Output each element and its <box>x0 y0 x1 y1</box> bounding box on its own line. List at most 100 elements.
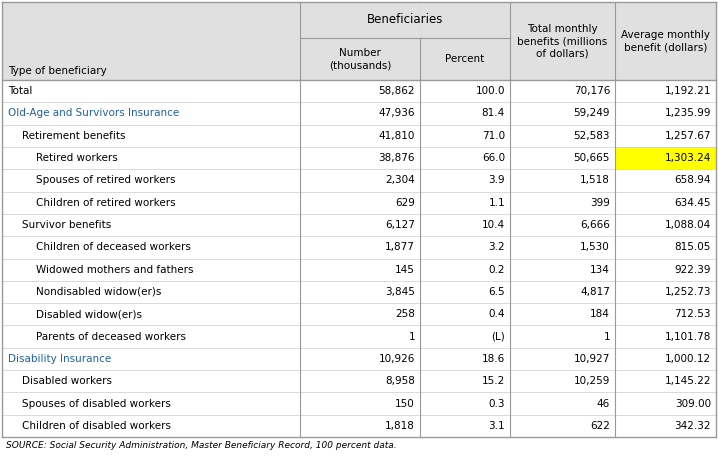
Text: 50,665: 50,665 <box>574 153 610 163</box>
Text: 15.2: 15.2 <box>482 376 505 386</box>
Text: 52,583: 52,583 <box>574 131 610 141</box>
Text: 10,926: 10,926 <box>378 354 415 364</box>
Text: 47,936: 47,936 <box>378 108 415 118</box>
Text: 100.0: 100.0 <box>475 86 505 96</box>
Text: 58,862: 58,862 <box>378 86 415 96</box>
Text: SOURCE: Social Security Administration, Master Beneficiary Record, 100 percent d: SOURCE: Social Security Administration, … <box>6 441 396 450</box>
Text: 1,000.12: 1,000.12 <box>665 354 711 364</box>
Text: 6,666: 6,666 <box>580 220 610 230</box>
Bar <box>2 124 716 147</box>
Text: 0.2: 0.2 <box>488 265 505 275</box>
Text: 1,192.21: 1,192.21 <box>664 86 711 96</box>
Text: 41,810: 41,810 <box>378 131 415 141</box>
Text: 1,145.22: 1,145.22 <box>664 376 711 386</box>
Text: Retired workers: Retired workers <box>36 153 118 163</box>
Text: Percent: Percent <box>445 54 485 64</box>
Text: 70,176: 70,176 <box>574 86 610 96</box>
Text: 1,235.99: 1,235.99 <box>664 108 711 118</box>
Text: 1,303.24: 1,303.24 <box>665 153 711 163</box>
Text: 634.45: 634.45 <box>674 198 711 208</box>
Text: 59,249: 59,249 <box>574 108 610 118</box>
Text: 712.53: 712.53 <box>674 309 711 319</box>
Text: 342.32: 342.32 <box>674 421 711 431</box>
Bar <box>2 259 716 281</box>
Text: 1.1: 1.1 <box>488 198 505 208</box>
Text: 0.4: 0.4 <box>488 309 505 319</box>
Text: 629: 629 <box>395 198 415 208</box>
Text: Nondisabled widow(er)s: Nondisabled widow(er)s <box>36 287 162 297</box>
Bar <box>2 348 716 370</box>
Text: Survivor benefits: Survivor benefits <box>22 220 111 230</box>
Text: 81.4: 81.4 <box>482 108 505 118</box>
Text: 658.94: 658.94 <box>674 175 711 185</box>
Text: 1,518: 1,518 <box>580 175 610 185</box>
Text: 6,127: 6,127 <box>385 220 415 230</box>
Text: Number
(thousands): Number (thousands) <box>329 48 391 70</box>
Text: 10,927: 10,927 <box>574 354 610 364</box>
Bar <box>2 281 716 303</box>
Text: 2,304: 2,304 <box>386 175 415 185</box>
Text: Spouses of disabled workers: Spouses of disabled workers <box>22 398 171 408</box>
Text: 1,088.04: 1,088.04 <box>665 220 711 230</box>
Bar <box>2 236 716 259</box>
Text: 1,877: 1,877 <box>385 242 415 252</box>
Text: Average monthly
benefit (dollars): Average monthly benefit (dollars) <box>621 30 710 52</box>
Bar <box>2 415 716 437</box>
Text: 8,958: 8,958 <box>385 376 415 386</box>
Text: 71.0: 71.0 <box>482 131 505 141</box>
Text: 3.2: 3.2 <box>488 242 505 252</box>
Text: Children of disabled workers: Children of disabled workers <box>22 421 171 431</box>
Text: 134: 134 <box>590 265 610 275</box>
Text: 6.5: 6.5 <box>488 287 505 297</box>
Text: 1,257.67: 1,257.67 <box>664 131 711 141</box>
Text: Total monthly
benefits (millions
of dollars): Total monthly benefits (millions of doll… <box>518 24 607 59</box>
Text: 18.6: 18.6 <box>482 354 505 364</box>
Text: Total: Total <box>8 86 32 96</box>
Text: Disabled workers: Disabled workers <box>22 376 112 386</box>
Text: Disabled widow(er)s: Disabled widow(er)s <box>36 309 142 319</box>
Text: 1,818: 1,818 <box>385 421 415 431</box>
Text: 150: 150 <box>395 398 415 408</box>
Text: Retirement benefits: Retirement benefits <box>22 131 126 141</box>
Bar <box>2 147 716 169</box>
Text: Old-Age and Survivors Insurance: Old-Age and Survivors Insurance <box>8 108 180 118</box>
Text: Beneficiaries: Beneficiaries <box>367 13 443 26</box>
Bar <box>2 102 716 124</box>
Text: 622: 622 <box>590 421 610 431</box>
Text: Spouses of retired workers: Spouses of retired workers <box>36 175 175 185</box>
Bar <box>2 214 716 236</box>
Text: Disability Insurance: Disability Insurance <box>8 354 111 364</box>
Text: Children of deceased workers: Children of deceased workers <box>36 242 191 252</box>
Text: 1,530: 1,530 <box>580 242 610 252</box>
Text: 1: 1 <box>603 331 610 342</box>
Text: 10.4: 10.4 <box>482 220 505 230</box>
Bar <box>2 169 716 192</box>
Text: 10,259: 10,259 <box>574 376 610 386</box>
Text: 38,876: 38,876 <box>378 153 415 163</box>
Bar <box>2 325 716 348</box>
Text: 258: 258 <box>395 309 415 319</box>
Bar <box>2 192 716 214</box>
Text: 3.1: 3.1 <box>488 421 505 431</box>
Text: 145: 145 <box>395 265 415 275</box>
Text: 1,252.73: 1,252.73 <box>664 287 711 297</box>
Text: 1: 1 <box>409 331 415 342</box>
Text: 3.9: 3.9 <box>488 175 505 185</box>
Bar <box>2 370 716 392</box>
Text: 46: 46 <box>597 398 610 408</box>
Bar <box>419 2 421 38</box>
Text: 184: 184 <box>590 309 610 319</box>
Text: 66.0: 66.0 <box>482 153 505 163</box>
Text: 0.3: 0.3 <box>488 398 505 408</box>
Bar <box>2 303 716 325</box>
Bar <box>2 392 716 415</box>
Text: (L): (L) <box>491 331 505 342</box>
Text: 4,817: 4,817 <box>580 287 610 297</box>
Text: 399: 399 <box>590 198 610 208</box>
Text: Type of beneficiary: Type of beneficiary <box>8 66 107 76</box>
Text: 3,845: 3,845 <box>385 287 415 297</box>
Bar <box>615 147 716 169</box>
Bar <box>2 2 716 80</box>
Bar <box>2 80 716 102</box>
Text: Parents of deceased workers: Parents of deceased workers <box>36 331 186 342</box>
